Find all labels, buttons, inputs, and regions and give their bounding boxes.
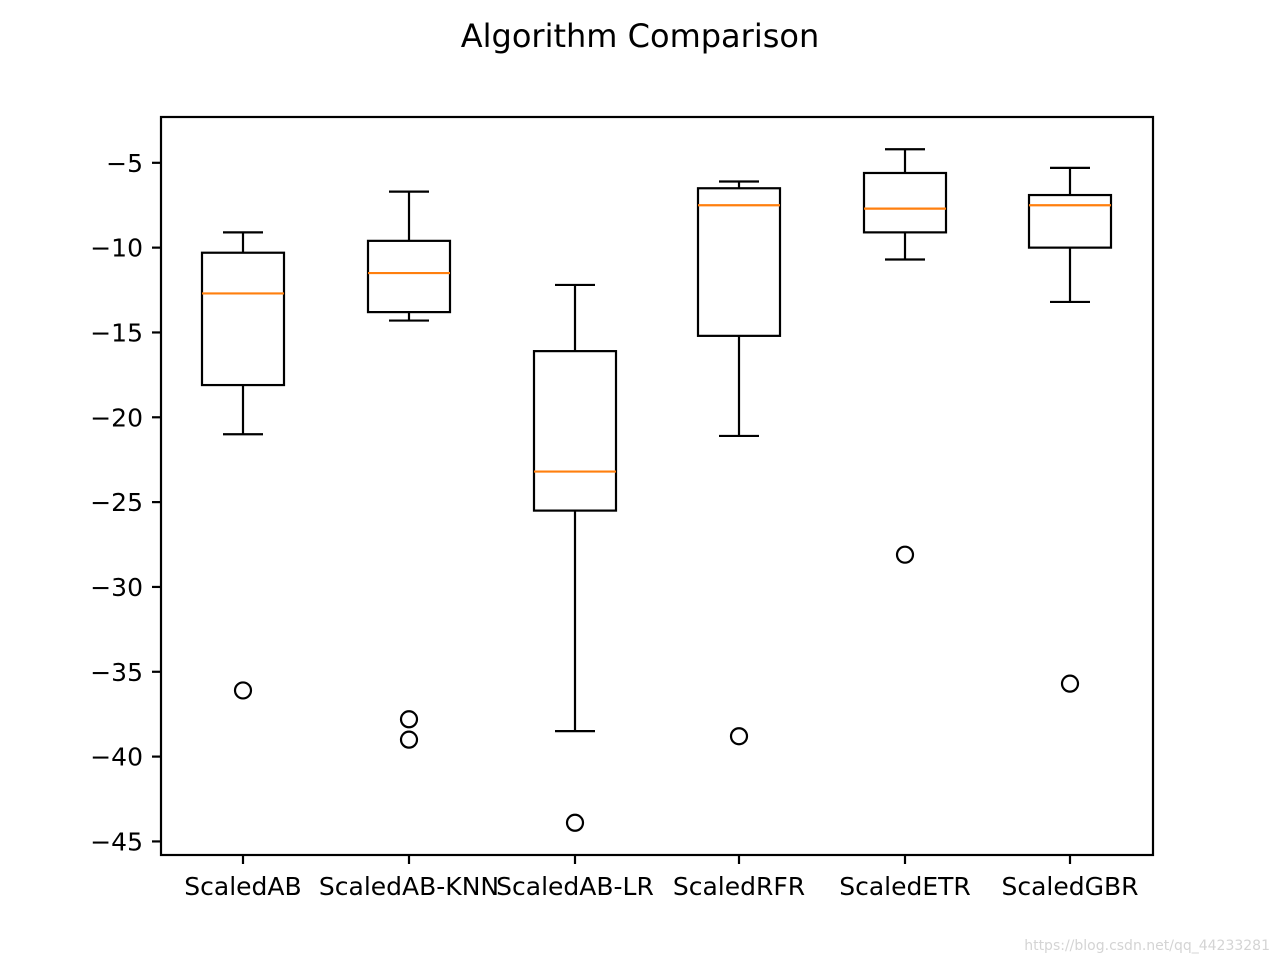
outlier-point	[399, 730, 419, 749]
y-tick-label: −15	[90, 318, 143, 347]
outlier-point	[1060, 674, 1080, 693]
y-tick-label: −25	[90, 488, 143, 517]
box-iqr	[862, 171, 948, 234]
x-tick-label: ScaledAB	[184, 872, 301, 901]
outlier-point	[565, 813, 585, 832]
box-iqr	[532, 350, 618, 512]
x-tick-label: ScaledETR	[839, 872, 971, 901]
outlier-point	[399, 710, 419, 729]
x-tick-label: ScaledAB-LR	[496, 872, 654, 901]
box-iqr	[696, 187, 782, 337]
y-tick-label: −20	[90, 403, 143, 432]
x-tick-label: ScaledAB-KNN	[319, 872, 499, 901]
axes-frame	[159, 115, 1155, 857]
box-iqr	[1027, 193, 1113, 249]
y-tick-label: −10	[90, 234, 143, 263]
outlier-point	[233, 681, 253, 700]
y-tick-label: −40	[90, 743, 143, 772]
y-tick-label: −35	[90, 658, 143, 687]
box-iqr	[200, 251, 286, 387]
outlier-point	[895, 545, 915, 564]
x-tick-label: ScaledRFR	[673, 872, 805, 901]
plot-area: −5 −10 −15 −20 −25 −30 −35 −40 −45 ScaledAB Scaled…	[90, 115, 1155, 901]
chart-title: Algorithm Comparison	[461, 17, 819, 55]
y-tick-label: −30	[90, 573, 143, 602]
watermark-text: https://blog.csdn.net/qq_44233281	[1024, 938, 1270, 954]
x-tick-label: ScaledGBR	[1001, 872, 1138, 901]
y-tick-label: −5	[106, 149, 143, 178]
y-tick-label: −45	[90, 827, 143, 856]
outlier-point	[729, 727, 749, 746]
box-iqr	[366, 239, 452, 314]
